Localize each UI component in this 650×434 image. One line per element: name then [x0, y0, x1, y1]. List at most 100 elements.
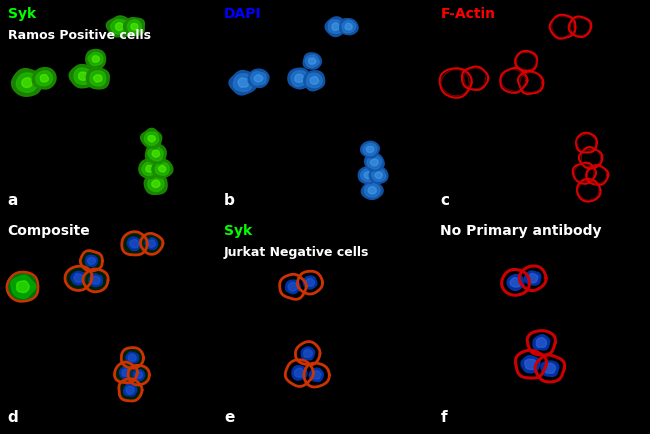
Polygon shape: [309, 368, 323, 381]
Polygon shape: [304, 349, 313, 357]
Text: d: d: [8, 410, 18, 424]
Polygon shape: [291, 71, 307, 86]
Polygon shape: [345, 23, 352, 30]
Text: Composite: Composite: [8, 224, 90, 238]
Polygon shape: [40, 75, 49, 82]
Polygon shape: [365, 184, 380, 197]
Polygon shape: [94, 75, 102, 82]
Text: f: f: [441, 410, 447, 424]
Polygon shape: [233, 74, 254, 92]
Polygon shape: [145, 238, 157, 249]
Polygon shape: [148, 240, 155, 247]
Polygon shape: [309, 58, 316, 64]
Polygon shape: [525, 271, 541, 285]
Polygon shape: [86, 255, 97, 266]
Polygon shape: [111, 20, 127, 34]
Polygon shape: [521, 355, 540, 373]
Polygon shape: [155, 162, 169, 175]
Polygon shape: [79, 72, 87, 80]
Polygon shape: [507, 275, 524, 290]
Polygon shape: [116, 364, 136, 381]
Polygon shape: [288, 283, 298, 291]
Polygon shape: [128, 354, 136, 361]
Polygon shape: [285, 280, 300, 294]
Polygon shape: [86, 68, 109, 89]
Polygon shape: [36, 71, 53, 86]
Polygon shape: [292, 366, 307, 380]
Polygon shape: [294, 368, 304, 378]
Polygon shape: [148, 135, 155, 142]
Polygon shape: [133, 370, 144, 381]
Polygon shape: [372, 169, 385, 181]
Polygon shape: [541, 361, 559, 376]
Polygon shape: [148, 146, 163, 161]
Polygon shape: [66, 267, 90, 289]
Polygon shape: [251, 72, 266, 85]
Polygon shape: [152, 150, 159, 157]
Polygon shape: [328, 20, 344, 33]
Polygon shape: [17, 281, 29, 293]
Polygon shape: [140, 128, 162, 148]
Polygon shape: [254, 75, 263, 82]
Polygon shape: [124, 384, 136, 396]
Polygon shape: [120, 367, 132, 378]
Polygon shape: [144, 132, 159, 145]
Polygon shape: [92, 56, 99, 62]
Text: DAPI: DAPI: [224, 7, 262, 21]
Polygon shape: [361, 141, 380, 158]
Polygon shape: [126, 352, 138, 363]
Polygon shape: [146, 165, 153, 172]
Polygon shape: [370, 159, 378, 166]
Polygon shape: [304, 71, 325, 91]
Polygon shape: [129, 240, 138, 248]
Text: a: a: [8, 193, 18, 207]
Polygon shape: [310, 76, 318, 85]
Polygon shape: [142, 162, 157, 176]
Polygon shape: [16, 73, 38, 92]
Polygon shape: [358, 167, 378, 184]
Polygon shape: [288, 68, 311, 89]
Polygon shape: [86, 49, 105, 69]
Polygon shape: [88, 53, 103, 66]
Polygon shape: [122, 349, 142, 367]
Polygon shape: [151, 180, 160, 187]
Polygon shape: [342, 20, 356, 33]
Polygon shape: [21, 78, 32, 88]
Polygon shape: [367, 156, 382, 169]
Polygon shape: [11, 275, 36, 298]
Polygon shape: [127, 237, 142, 251]
Text: No Primary antibody: No Primary antibody: [441, 224, 602, 238]
Polygon shape: [525, 359, 537, 369]
Polygon shape: [124, 18, 144, 36]
Polygon shape: [363, 143, 377, 155]
Polygon shape: [510, 278, 521, 287]
Polygon shape: [32, 68, 56, 89]
Text: Jurkat Negative cells: Jurkat Negative cells: [224, 246, 369, 259]
Text: F-Actin: F-Actin: [441, 7, 495, 21]
Polygon shape: [107, 16, 131, 37]
Polygon shape: [123, 233, 146, 254]
Polygon shape: [71, 272, 86, 285]
Polygon shape: [306, 278, 315, 286]
Polygon shape: [127, 20, 142, 33]
Polygon shape: [90, 71, 106, 86]
Polygon shape: [135, 372, 142, 378]
Polygon shape: [89, 274, 102, 286]
Polygon shape: [139, 159, 160, 179]
Polygon shape: [229, 71, 257, 95]
Polygon shape: [92, 276, 100, 284]
Polygon shape: [306, 73, 322, 88]
Polygon shape: [148, 176, 164, 191]
Polygon shape: [7, 272, 38, 301]
Polygon shape: [361, 169, 375, 182]
Polygon shape: [306, 55, 319, 67]
Polygon shape: [340, 19, 358, 35]
Polygon shape: [369, 167, 388, 183]
Text: Ramos Positive cells: Ramos Positive cells: [8, 29, 151, 42]
Polygon shape: [144, 173, 167, 194]
Polygon shape: [248, 69, 269, 87]
Polygon shape: [295, 74, 304, 82]
Polygon shape: [129, 367, 148, 384]
Polygon shape: [364, 172, 372, 179]
Polygon shape: [325, 17, 346, 36]
